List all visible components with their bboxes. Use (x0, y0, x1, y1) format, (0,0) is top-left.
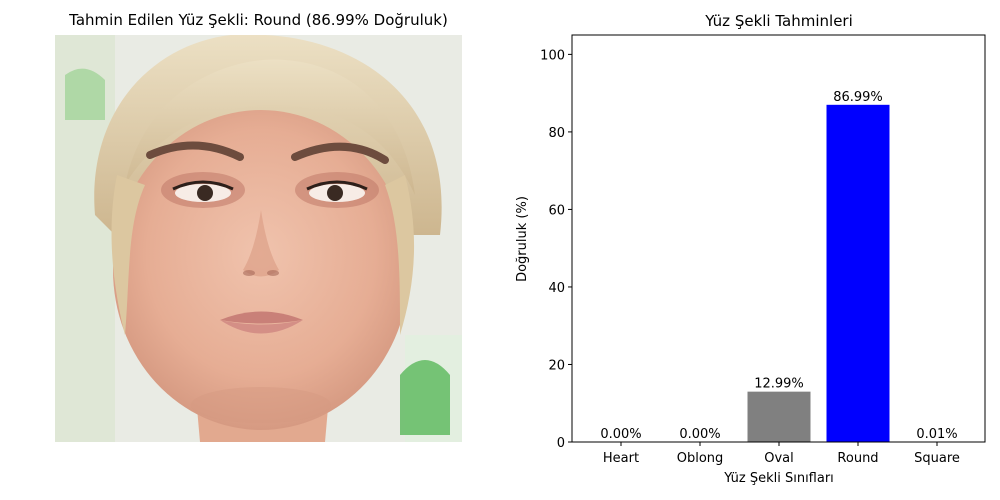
plot-frame (571, 34, 986, 443)
value-label-heart: 0.00% (600, 427, 641, 442)
predicted-shape-title: Tahmin Edilen Yüz Şekli: Round (86.99% D… (69, 11, 448, 29)
y-tick-label: 60 (548, 203, 565, 218)
face-image (55, 35, 462, 442)
x-tick-label-oval: Oval (764, 451, 794, 466)
y-tick-label: 80 (548, 126, 565, 141)
bar-oval (747, 391, 811, 442)
value-label-oblong: 0.00% (679, 427, 720, 442)
y-tick-label: 100 (540, 48, 565, 63)
y-axis-label: Doğruluk (%) (515, 196, 530, 282)
bar-round (826, 104, 890, 443)
face-photo (55, 35, 462, 442)
x-tick-label-heart: Heart (603, 451, 639, 466)
value-labels-layer: 0.00% 0.00% 12.99% 86.99% 0.01% (600, 90, 957, 442)
bars-layer (747, 104, 969, 443)
chart-title: Yüz Şekli Tahminleri (704, 12, 853, 30)
x-tick-label-round: Round (837, 451, 878, 466)
value-label-round: 86.99% (833, 90, 883, 105)
y-axis: 0 20 40 60 80 100 (540, 48, 572, 451)
x-tick-label-square: Square (914, 451, 960, 466)
value-label-square: 0.01% (916, 427, 957, 442)
y-tick-label: 0 (557, 436, 565, 451)
x-axis-label: Yüz Şekli Sınıfları (723, 471, 834, 486)
y-tick-label: 20 (548, 358, 565, 373)
x-axis: Heart Oblong Oval Round Square (603, 442, 960, 466)
x-tick-label-oblong: Oblong (677, 451, 724, 466)
value-label-oval: 12.99% (754, 377, 804, 392)
y-tick-label: 40 (548, 281, 565, 296)
